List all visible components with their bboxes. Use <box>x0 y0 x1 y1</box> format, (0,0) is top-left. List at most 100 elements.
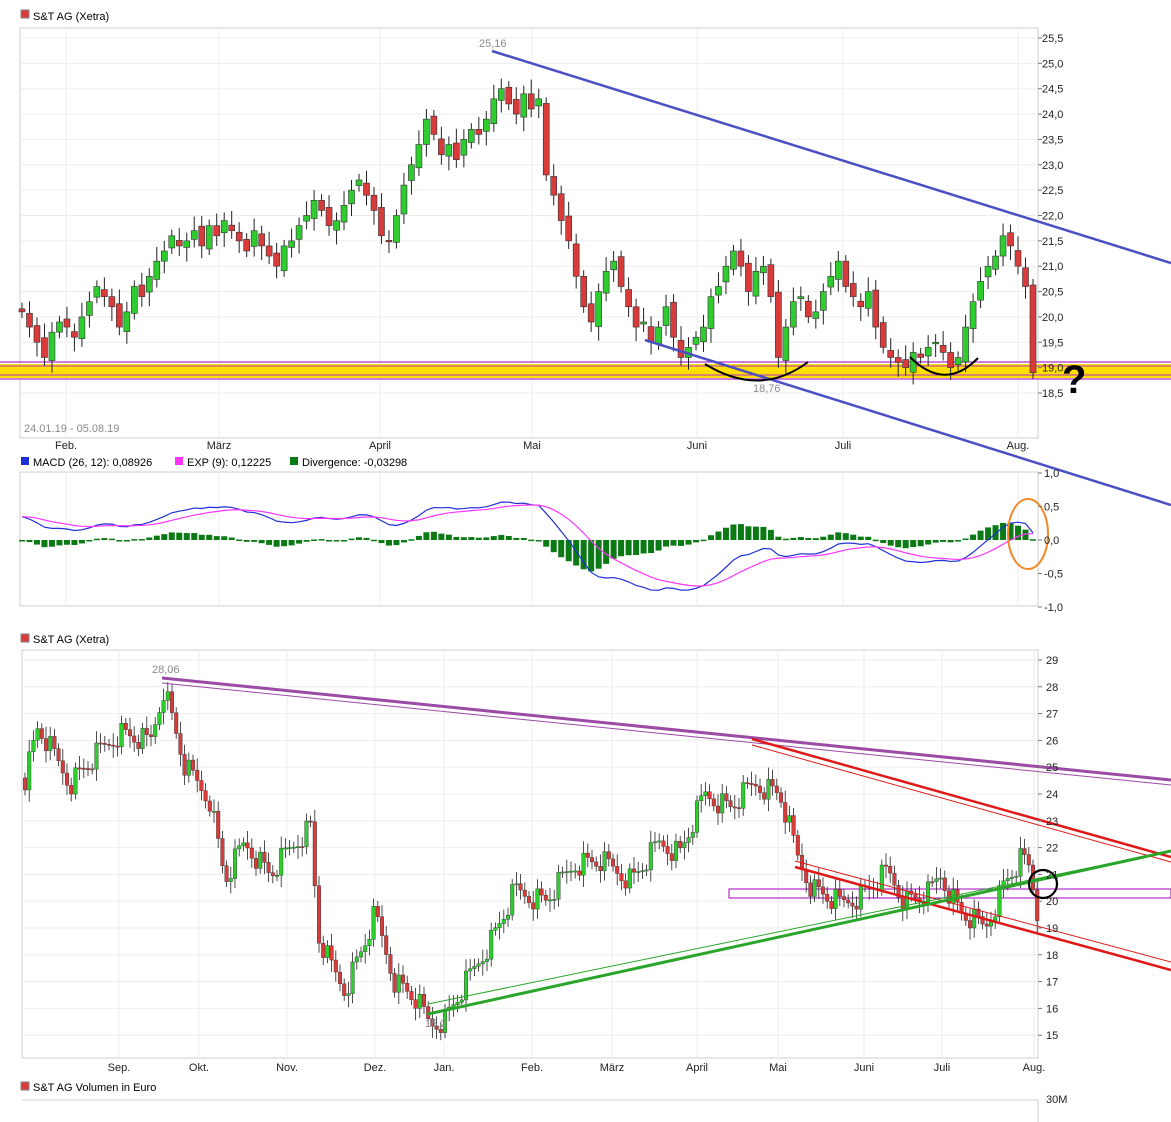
long-candle <box>749 771 754 796</box>
long-candle <box>287 839 292 856</box>
price-candle <box>490 84 498 132</box>
long-month-label: Okt. <box>189 1062 209 1074</box>
long-candle <box>842 889 847 908</box>
divergence-bar <box>138 538 145 541</box>
macd-y-tick: -0,5 <box>1044 569 1063 581</box>
divergence-bar <box>415 535 422 540</box>
long-candle <box>48 726 53 761</box>
trend-green-thin <box>427 850 1171 1005</box>
long-candle <box>812 874 817 902</box>
price-candle <box>1029 278 1037 379</box>
price-plot-frame <box>19 27 1039 439</box>
divergence-bar <box>438 533 445 540</box>
long-month-label: März <box>600 1062 624 1074</box>
long-candle <box>52 728 57 757</box>
long-y-tick: 22 <box>1046 843 1058 855</box>
trend-green-thick <box>427 849 1171 1016</box>
long-candle <box>241 837 246 852</box>
long-candle <box>900 885 905 922</box>
divergence-bar <box>1007 523 1014 540</box>
divergence-bar <box>513 537 520 540</box>
divergence-bar <box>947 540 954 543</box>
long-candle <box>228 866 233 894</box>
long-candle <box>211 799 216 823</box>
divergence-bar <box>872 539 879 542</box>
divergence-bar <box>490 536 497 540</box>
long-candle <box>296 834 301 859</box>
long-candle <box>291 841 296 853</box>
divergence-bar <box>693 540 699 543</box>
long-candle <box>522 882 527 904</box>
price-candle <box>243 233 250 258</box>
price-candle <box>512 87 520 125</box>
long-candle <box>930 876 935 888</box>
question-mark: ? <box>1062 358 1086 402</box>
long-month-label: Juni <box>854 1062 874 1074</box>
long-month-label: April <box>686 1062 708 1074</box>
long-candles <box>23 682 1040 1041</box>
long-candle <box>237 838 242 857</box>
divergence-bar <box>1015 525 1022 540</box>
divergence-bar <box>595 540 602 569</box>
long-candle <box>720 783 725 823</box>
long-candle <box>346 981 351 1008</box>
price-y-tick: 20,0 <box>1042 312 1063 324</box>
price-candle <box>56 315 63 339</box>
price-candle <box>849 271 857 307</box>
long-candle <box>615 854 620 886</box>
price-y-tick: 21,5 <box>1042 236 1063 248</box>
volume-legend: S&T AG Volumen in Euro <box>33 1082 156 1094</box>
divergence-bar <box>992 525 999 540</box>
long-candle <box>955 879 960 912</box>
divergence-bar <box>258 540 265 544</box>
divergence-bar <box>655 540 662 551</box>
divergence-bar <box>288 540 295 546</box>
divergence-bar <box>378 540 385 544</box>
legend-price: S&T AG (Xetra) <box>33 11 109 23</box>
trend-purple-thin <box>161 682 1171 786</box>
price-candle <box>146 268 153 307</box>
divergence-bar <box>445 534 452 540</box>
long-candle <box>203 783 208 809</box>
price-candle <box>542 97 550 182</box>
macd-highlight-ellipse <box>1007 498 1049 570</box>
long-candle <box>585 843 590 868</box>
macd-y-axis: 1,0 0,5 0,0 -0,5 -1,0 <box>1038 468 1063 614</box>
trend-red-upper-thin <box>751 744 1171 863</box>
long-candle <box>984 912 989 939</box>
price-candle <box>812 299 820 329</box>
divergence-bar <box>603 540 610 564</box>
long-candle <box>682 830 687 860</box>
price-candle <box>737 238 745 277</box>
price-candle <box>1007 224 1014 261</box>
long-candle <box>737 797 742 819</box>
long-candle <box>325 940 330 963</box>
long-candle <box>564 859 569 884</box>
price-candle <box>1014 236 1022 275</box>
price-y-tick: 20,5 <box>1042 287 1063 299</box>
divergence-bar <box>168 532 175 540</box>
divergence-bar <box>580 540 587 570</box>
price-candle <box>887 338 895 368</box>
long-month-label: Feb. <box>521 1062 543 1074</box>
long-candle <box>972 899 977 938</box>
long-candle <box>674 833 679 869</box>
divergence-bar <box>962 538 969 541</box>
long-candle <box>787 805 792 832</box>
long-candle <box>762 787 767 805</box>
long-candle <box>422 986 427 1015</box>
price-candle <box>1022 257 1029 299</box>
long-candle <box>539 881 544 903</box>
divergence-bar <box>430 531 437 540</box>
long-candle <box>249 838 254 868</box>
divergence-bar <box>333 540 340 542</box>
price-candle <box>213 213 221 246</box>
price-y-tick: 19,0 <box>1042 363 1063 375</box>
long-candle <box>27 740 32 802</box>
divergence-bar <box>752 526 759 540</box>
low-label: 18,76 <box>753 383 781 395</box>
long-candle <box>485 949 490 972</box>
price-candle <box>640 307 647 333</box>
price-y-tick: 21,0 <box>1042 261 1063 273</box>
divergence-bar <box>737 524 744 540</box>
